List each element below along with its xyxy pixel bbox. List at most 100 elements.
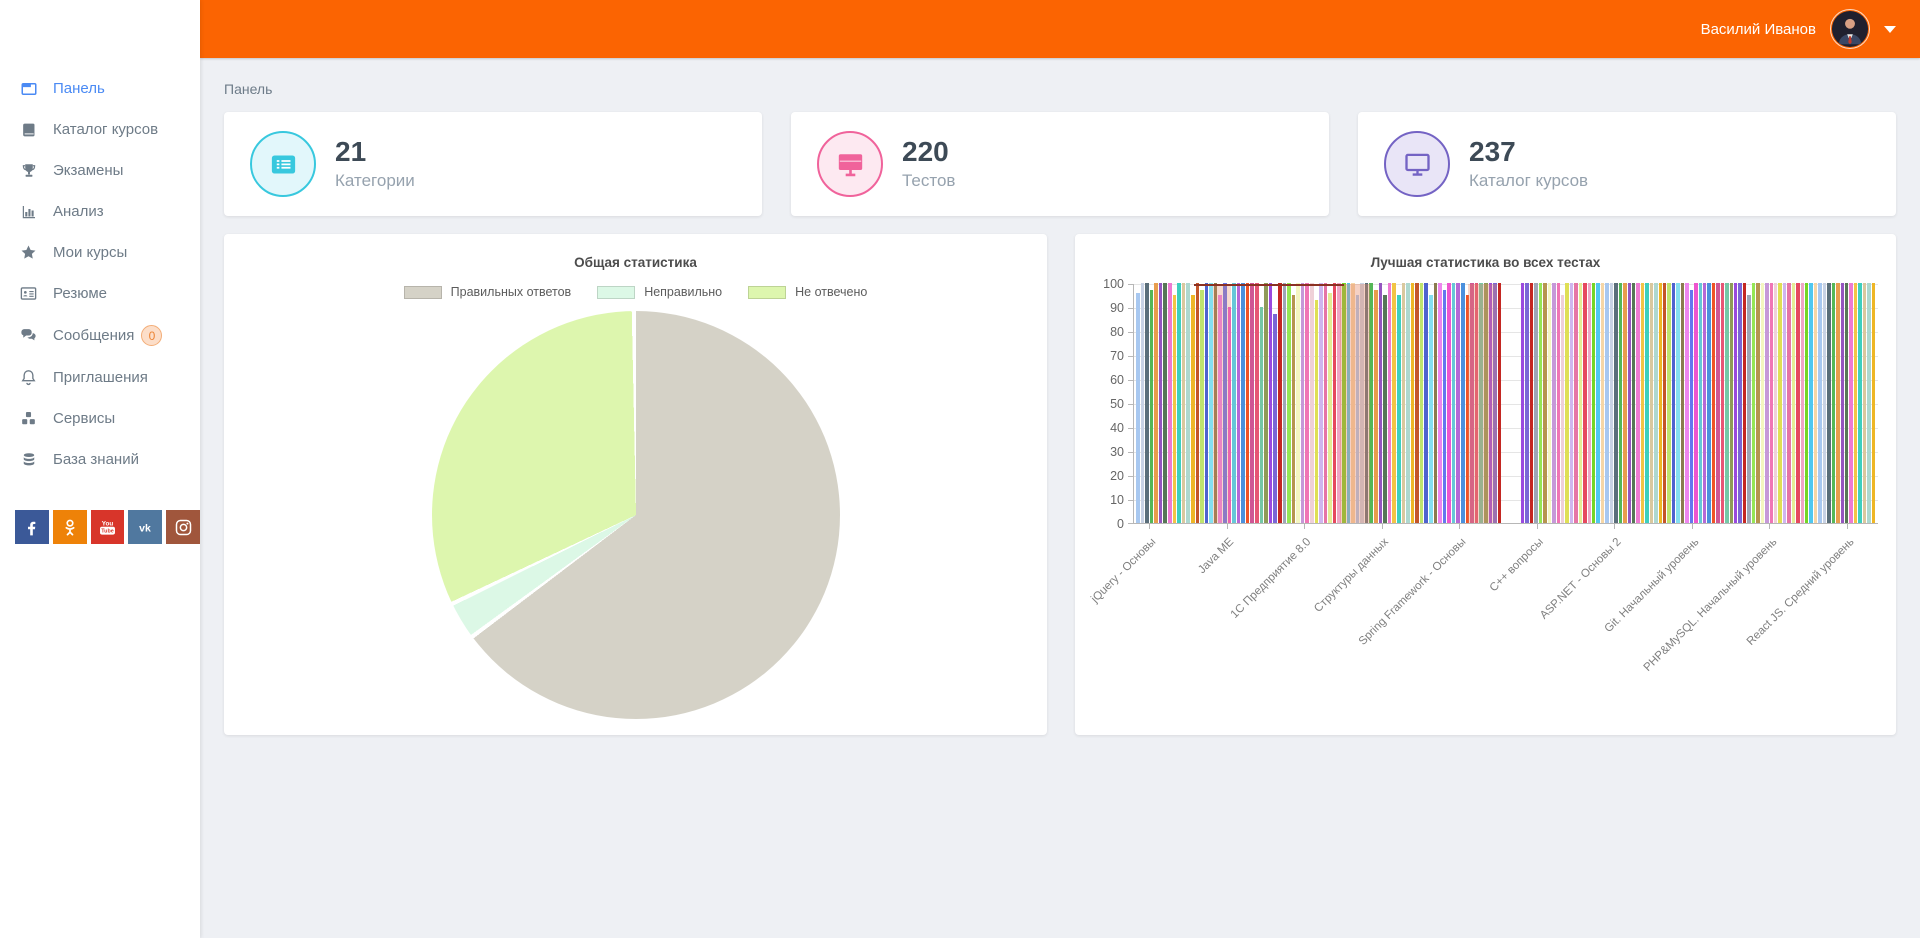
bar[interactable] bbox=[1565, 283, 1569, 523]
bar[interactable] bbox=[1364, 283, 1369, 523]
bar[interactable] bbox=[1663, 283, 1667, 523]
bar[interactable] bbox=[1756, 283, 1760, 523]
bar[interactable] bbox=[1605, 283, 1609, 523]
bar[interactable] bbox=[1587, 283, 1591, 523]
bar[interactable] bbox=[1521, 283, 1525, 523]
bar[interactable] bbox=[1667, 283, 1671, 523]
bar[interactable] bbox=[1369, 283, 1374, 523]
bar[interactable] bbox=[1596, 283, 1600, 523]
bar[interactable] bbox=[1396, 295, 1401, 523]
bar[interactable] bbox=[1569, 283, 1574, 523]
bar[interactable] bbox=[1849, 283, 1853, 523]
bar[interactable] bbox=[1658, 283, 1662, 523]
bar[interactable] bbox=[1488, 283, 1493, 523]
bar[interactable] bbox=[1415, 283, 1419, 523]
bar[interactable] bbox=[1694, 283, 1698, 523]
bar[interactable] bbox=[1323, 283, 1328, 523]
bar[interactable] bbox=[1456, 283, 1461, 523]
bar[interactable] bbox=[1627, 283, 1631, 523]
bar[interactable] bbox=[1163, 283, 1168, 523]
bar[interactable] bbox=[1840, 283, 1844, 523]
bar[interactable] bbox=[1600, 283, 1605, 523]
bar[interactable] bbox=[1259, 307, 1264, 523]
bar[interactable] bbox=[1268, 283, 1273, 523]
bar[interactable] bbox=[1552, 283, 1556, 523]
bar[interactable] bbox=[1618, 283, 1623, 523]
bar[interactable] bbox=[1698, 283, 1702, 523]
bar[interactable] bbox=[1145, 283, 1149, 523]
bar[interactable] bbox=[1556, 283, 1560, 523]
bar[interactable] bbox=[1831, 283, 1836, 523]
bar[interactable] bbox=[1209, 283, 1213, 523]
bar[interactable] bbox=[1213, 283, 1218, 523]
youtube-icon[interactable]: You Tube bbox=[90, 510, 125, 544]
legend-item-2[interactable]: Не отвечено bbox=[748, 285, 867, 299]
bar[interactable] bbox=[1725, 283, 1729, 523]
bar[interactable] bbox=[1149, 290, 1154, 523]
bar[interactable] bbox=[1383, 295, 1387, 523]
bar[interactable] bbox=[1525, 283, 1529, 523]
bar[interactable] bbox=[1497, 283, 1502, 523]
bar[interactable] bbox=[1685, 283, 1689, 523]
bar[interactable] bbox=[1273, 314, 1277, 523]
bar[interactable] bbox=[1264, 283, 1268, 523]
bar[interactable] bbox=[1374, 290, 1378, 523]
bar[interactable] bbox=[1716, 283, 1720, 523]
bar[interactable] bbox=[1734, 283, 1738, 523]
bar[interactable] bbox=[1319, 283, 1323, 523]
bar[interactable] bbox=[1236, 283, 1241, 523]
bar[interactable] bbox=[1818, 283, 1822, 523]
bar[interactable] bbox=[1442, 290, 1447, 523]
bar[interactable] bbox=[1543, 283, 1547, 523]
bar[interactable] bbox=[1742, 283, 1747, 523]
bar[interactable] bbox=[1136, 292, 1140, 523]
sidebar-item-knowledge-base[interactable]: База знаний bbox=[0, 439, 200, 480]
pie-chart[interactable] bbox=[431, 311, 840, 719]
bar[interactable] bbox=[1720, 283, 1725, 523]
instagram-icon[interactable] bbox=[166, 510, 200, 544]
bar[interactable] bbox=[1419, 283, 1424, 523]
bar[interactable] bbox=[1483, 283, 1488, 523]
bar[interactable] bbox=[1277, 283, 1282, 523]
bar[interactable] bbox=[1186, 283, 1190, 523]
bar[interactable] bbox=[1328, 292, 1332, 523]
bar[interactable] bbox=[1346, 283, 1351, 523]
sidebar-item-analysis[interactable]: Анализ bbox=[0, 191, 200, 232]
bar[interactable] bbox=[1355, 295, 1360, 523]
bar[interactable] bbox=[1813, 283, 1818, 523]
bar[interactable] bbox=[1337, 283, 1342, 523]
bar[interactable] bbox=[1809, 283, 1813, 523]
bar[interactable] bbox=[1241, 283, 1245, 523]
bar[interactable] bbox=[1827, 283, 1831, 523]
bar[interactable] bbox=[1534, 283, 1538, 523]
bar[interactable] bbox=[1479, 283, 1483, 523]
bar[interactable] bbox=[1858, 283, 1862, 523]
bar[interactable] bbox=[1538, 283, 1543, 523]
bar[interactable] bbox=[1671, 283, 1676, 523]
bar[interactable] bbox=[1351, 283, 1355, 523]
bar[interactable] bbox=[1387, 283, 1392, 523]
bar[interactable] bbox=[1474, 283, 1479, 523]
bar[interactable] bbox=[1805, 283, 1809, 523]
bar[interactable] bbox=[1314, 299, 1319, 523]
bar[interactable] bbox=[1729, 283, 1733, 523]
bar[interactable] bbox=[1222, 283, 1227, 523]
bar[interactable] bbox=[1853, 283, 1858, 523]
bar[interactable] bbox=[1791, 283, 1796, 523]
bar[interactable] bbox=[1181, 283, 1186, 523]
sidebar-item-resume[interactable]: Резюме bbox=[0, 273, 200, 314]
bar[interactable] bbox=[1232, 283, 1236, 523]
bar[interactable] bbox=[1702, 283, 1707, 523]
bar[interactable] bbox=[1204, 283, 1209, 523]
bar-chart-plot[interactable] bbox=[1133, 283, 1878, 524]
bar[interactable] bbox=[1654, 283, 1658, 523]
bar[interactable] bbox=[1168, 283, 1172, 523]
bar[interactable] bbox=[1392, 283, 1396, 523]
bar[interactable] bbox=[1796, 283, 1800, 523]
bar[interactable] bbox=[1410, 283, 1415, 523]
bar[interactable] bbox=[1773, 283, 1778, 523]
bar[interactable] bbox=[1738, 283, 1742, 523]
bar[interactable] bbox=[1250, 283, 1255, 523]
bar[interactable] bbox=[1529, 283, 1534, 523]
bar[interactable] bbox=[1177, 283, 1181, 523]
